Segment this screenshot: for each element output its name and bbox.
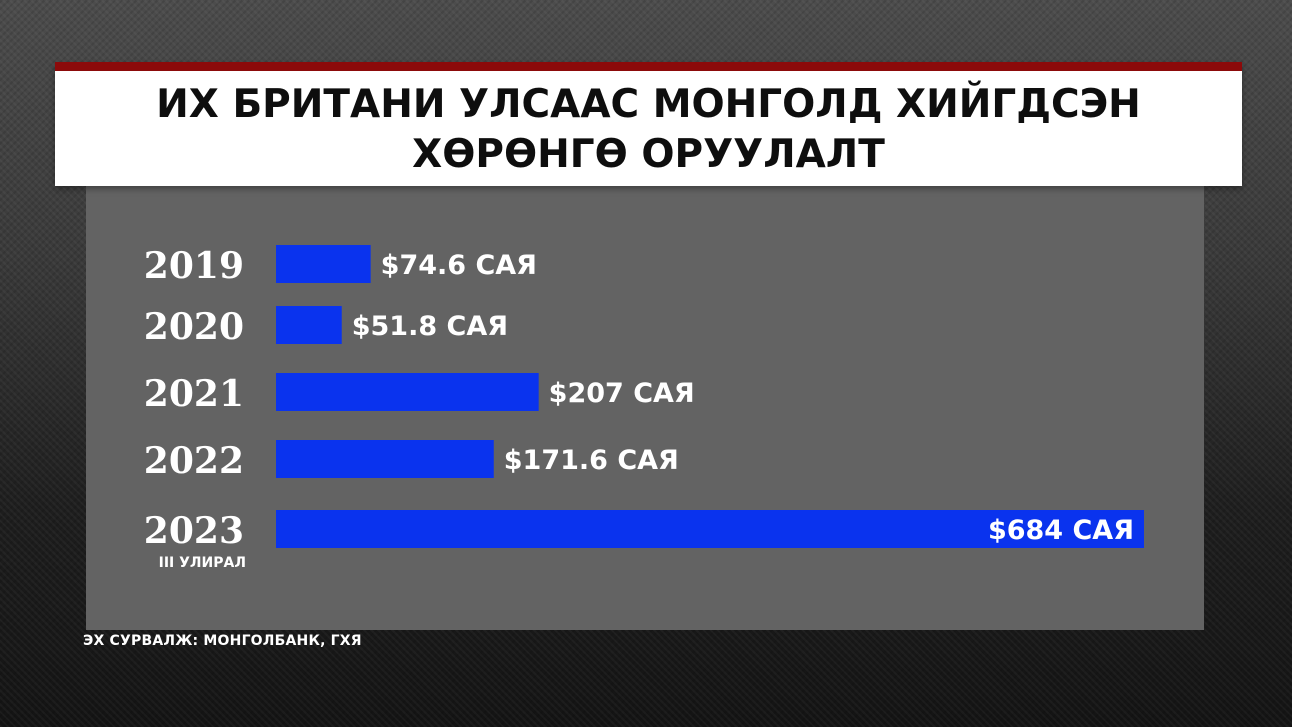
chart-title: ИХ БРИТАНИ УЛСААС МОНГОЛД ХИЙГДСЭН ХӨРӨН… — [156, 81, 1141, 177]
source-note: ЭХ СУРВАЛЖ: МОНГОЛБАНК, ГХЯ — [83, 633, 362, 649]
bar-2021 — [276, 373, 539, 411]
title-banner: ИХ БРИТАНИ УЛСААС МОНГОЛД ХИЙГДСЭН ХӨРӨН… — [55, 62, 1242, 186]
bar-2019 — [276, 245, 371, 283]
value-label-2021: $207 САЯ — [549, 378, 695, 409]
value-label-2020: $51.8 САЯ — [352, 311, 508, 342]
category-label-2019: 2019 — [144, 245, 244, 287]
chart-panel — [86, 180, 1204, 630]
category-label-2023: 2023 — [144, 510, 244, 552]
value-label-2019: $74.6 САЯ — [381, 250, 537, 281]
value-label-2023: $684 САЯ — [988, 515, 1134, 546]
category-note-2023: III УЛИРАЛ — [159, 555, 246, 571]
category-label-2021: 2021 — [144, 373, 244, 415]
category-label-2022: 2022 — [144, 440, 244, 482]
category-label-2020: 2020 — [144, 306, 244, 348]
value-label-2022: $171.6 САЯ — [504, 445, 679, 476]
bar-2022 — [276, 440, 494, 478]
bar-2023 — [276, 510, 1144, 548]
bar-2020 — [276, 306, 342, 344]
